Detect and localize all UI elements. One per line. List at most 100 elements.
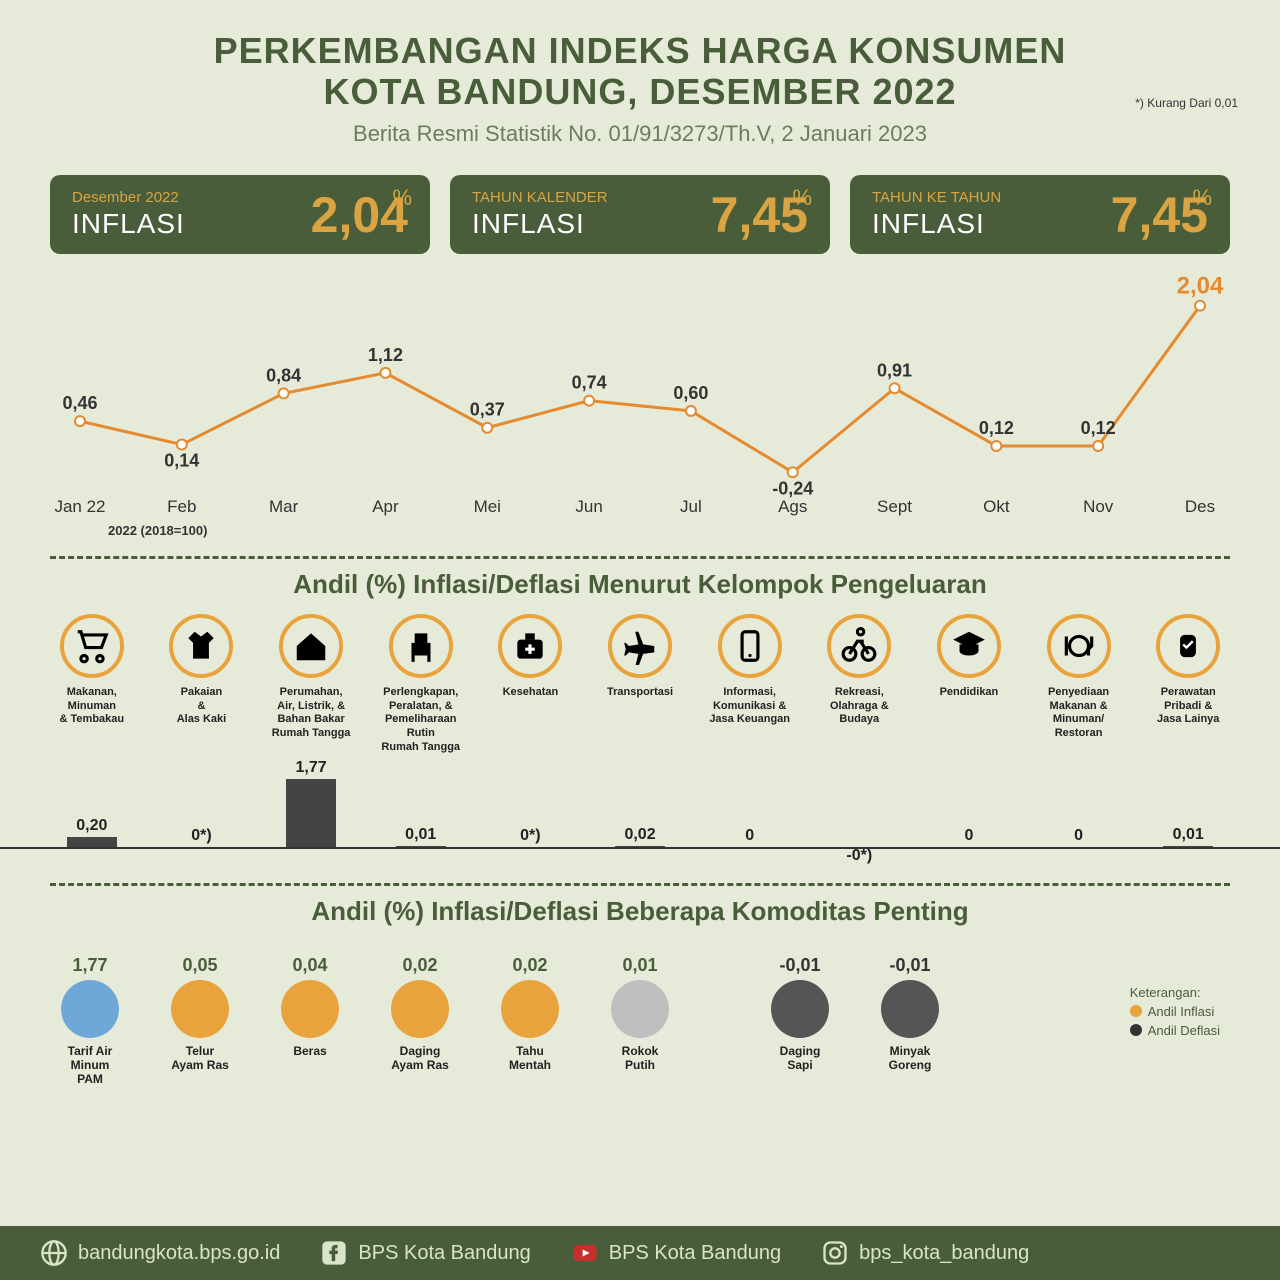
page-subtitle: Berita Resmi Statistik No. 01/91/3273/Th…: [40, 121, 1240, 147]
data-point: [788, 467, 798, 477]
data-point: [1195, 300, 1205, 310]
stat-label: INFLASI: [72, 208, 185, 240]
bar-5: 0,02: [588, 759, 692, 847]
bar-value: -0*): [846, 847, 872, 865]
data-point: [1093, 441, 1103, 451]
category-label: PenyediaanMakanan &Minuman/Restoran: [1048, 686, 1109, 744]
bar-3: 0,01: [369, 759, 473, 847]
watch-icon: [1156, 614, 1220, 678]
category-4: Kesehatan: [479, 614, 583, 755]
category-label: Makanan,Minuman& Tembakau: [60, 686, 125, 744]
category-label: Pakaian&Alas Kaki: [177, 686, 227, 744]
commodity-item: 0,02 TahuMentah: [490, 955, 570, 1087]
footer-yt[interactable]: BPS Kota Bandung: [571, 1239, 781, 1267]
commodity-item: 0,02 DagingAyam Ras: [380, 955, 460, 1087]
commodity-value: -0,01: [779, 955, 820, 976]
data-label: 0,46: [62, 393, 97, 413]
footer-ig[interactable]: bps_kota_bandung: [821, 1239, 1029, 1267]
bar-value: 0,01: [1173, 826, 1204, 844]
commodity-item: 0,05 TelurAyam Ras: [160, 955, 240, 1087]
bar-footnote: *) Kurang Dari 0,01: [1135, 96, 1238, 110]
bar-value: 0,20: [76, 817, 107, 835]
commodity-label: Tarif Air MinumPAM: [50, 1044, 130, 1087]
stat-card-1: TAHUN KALENDER INFLASI 7,45 %: [450, 175, 830, 254]
x-axis-label: Mei: [474, 497, 501, 516]
section1-title: Andil (%) Inflasi/Deflasi Menurut Kelomp…: [0, 569, 1280, 600]
category-9: PenyediaanMakanan &Minuman/Restoran: [1027, 614, 1131, 755]
commodity-label: RokokPutih: [622, 1044, 659, 1073]
legend-dot-inflasi: [1130, 1005, 1142, 1017]
bar-value: 0,01: [405, 826, 436, 844]
percent-icon: %: [792, 185, 812, 211]
bar-1: 0*): [150, 759, 254, 847]
cart-icon: [60, 614, 124, 678]
data-point: [482, 423, 492, 433]
commodity-value: 0,02: [512, 955, 547, 976]
data-label: -0,24: [772, 478, 813, 498]
category-bar-chart: 0,20 0*) 1,77 0,01 0*) 0,02 0 -0*)0 0 0,…: [0, 759, 1280, 849]
commodity-icon: [501, 980, 559, 1038]
commodity-label: MinyakGoreng: [889, 1044, 932, 1073]
x-axis-label: Des: [1185, 497, 1215, 516]
footer: bandungkota.bps.go.id BPS Kota Bandung B…: [0, 1226, 1280, 1280]
data-label: 0,12: [1081, 418, 1116, 438]
bar-value: 0: [745, 827, 754, 845]
commodity-label: DagingAyam Ras: [391, 1044, 449, 1073]
commodity-value: -0,01: [889, 955, 930, 976]
commodity-icon: [61, 980, 119, 1038]
commodity-icon: [171, 980, 229, 1038]
bar-value: 0: [1074, 827, 1083, 845]
data-point: [686, 406, 696, 416]
facebook-icon: [320, 1239, 348, 1267]
title-line2: KOTA BANDUNG, DESEMBER 2022: [323, 71, 956, 112]
category-icons-row: Makanan,Minuman& Tembakau Pakaian&Alas K…: [0, 614, 1280, 755]
x-axis-label: Jun: [575, 497, 602, 516]
data-label: 0,37: [470, 400, 505, 420]
section2-title: Andil (%) Inflasi/Deflasi Beberapa Komod…: [0, 896, 1280, 927]
bar-value: 0*): [520, 827, 540, 845]
bar-rect: [615, 846, 665, 847]
commodity-label: Beras: [293, 1044, 326, 1058]
globe-icon: [40, 1239, 68, 1267]
legend-dot-deflasi: [1130, 1024, 1142, 1036]
bar-10: 0,01: [1136, 759, 1240, 847]
house-icon: [279, 614, 343, 678]
data-point: [279, 388, 289, 398]
title-line1: PERKEMBANGAN INDEKS HARGA KONSUMEN: [214, 30, 1067, 71]
line-chart-wrap: 0,46Jan 220,14Feb0,84Mar1,12Apr0,37Mei0,…: [0, 264, 1280, 538]
bar-0: 0,20: [40, 759, 144, 847]
category-label: Kesehatan: [503, 686, 559, 744]
footer-web[interactable]: bandungkota.bps.go.id: [40, 1239, 280, 1267]
category-label: Informasi,Komunikasi &Jasa Keuangan: [709, 686, 790, 744]
page-title: PERKEMBANGAN INDEKS HARGA KONSUMEN KOTA …: [40, 30, 1240, 113]
stat-card-0: Desember 2022 INFLASI 2,04 %: [50, 175, 430, 254]
legend: Keterangan: Andil Inflasi Andil Deflasi: [1130, 955, 1230, 1038]
commodity-icon: [391, 980, 449, 1038]
category-label: Perlengkapan,Peralatan, &PemeliharaanRut…: [381, 686, 460, 755]
commodity-icon: [771, 980, 829, 1038]
percent-icon: %: [392, 185, 412, 211]
data-point: [991, 441, 1001, 451]
legend-label-inflasi: Andil Inflasi: [1148, 1004, 1214, 1019]
legend-title: Keterangan:: [1130, 985, 1220, 1000]
stat-label: INFLASI: [872, 208, 1001, 240]
stat-cards: Desember 2022 INFLASI 2,04 % TAHUN KALEND…: [0, 157, 1280, 264]
bar-4: 0*): [479, 759, 583, 847]
footer-fb[interactable]: BPS Kota Bandung: [320, 1239, 530, 1267]
medkit-icon: [498, 614, 562, 678]
bar-value: 0,02: [624, 826, 655, 844]
shirt-icon: [169, 614, 233, 678]
stat-period: TAHUN KALENDER: [472, 189, 608, 206]
bar-value: 0*): [191, 827, 211, 845]
chart-base-note: 2022 (2018=100): [50, 523, 1230, 538]
stat-label: INFLASI: [472, 208, 608, 240]
category-7: Rekreasi,Olahraga &Budaya: [807, 614, 911, 755]
commodity-item: 0,01 RokokPutih: [600, 955, 680, 1087]
commodity-label: DagingSapi: [780, 1044, 821, 1073]
x-axis-label: Okt: [983, 497, 1010, 516]
bike-icon: [827, 614, 891, 678]
dining-icon: [1047, 614, 1111, 678]
line-path: [80, 305, 1200, 472]
bar-2: 1,77: [259, 759, 363, 847]
bar-rect: [67, 837, 117, 847]
